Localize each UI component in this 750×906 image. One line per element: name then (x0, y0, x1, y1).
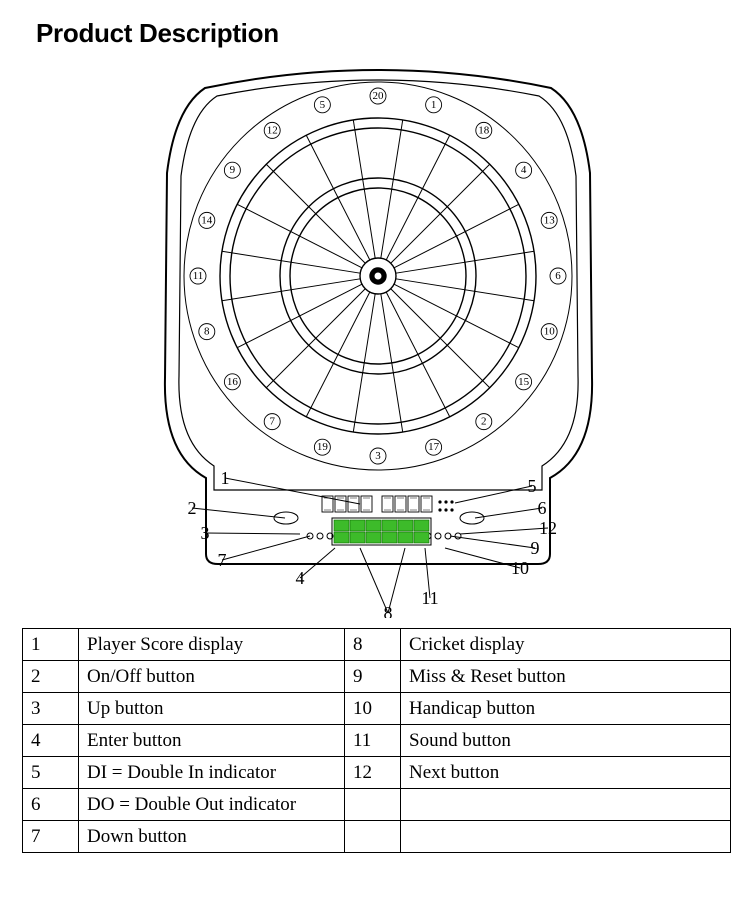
table-cell: 8 (345, 629, 401, 661)
svg-text:9: 9 (230, 164, 236, 176)
table-cell: 12 (345, 757, 401, 789)
table-cell: Player Score display (79, 629, 345, 661)
svg-text:7: 7 (269, 416, 275, 428)
table-cell: Up button (79, 693, 345, 725)
table-row: 1Player Score display8Cricket display (23, 629, 731, 661)
svg-text:12: 12 (539, 518, 557, 538)
table-row: 5DI = Double In indicator12Next button (23, 757, 731, 789)
svg-text:1: 1 (431, 99, 437, 111)
table-cell: 6 (23, 789, 79, 821)
table-cell (401, 789, 731, 821)
svg-text:6: 6 (555, 270, 561, 282)
table-row: 3Up button10Handicap button (23, 693, 731, 725)
svg-text:4: 4 (296, 568, 305, 588)
svg-text:2: 2 (481, 416, 487, 428)
svg-text:12: 12 (267, 124, 278, 136)
dartboard-diagram: 2011841361015217319716811149125123748115… (110, 58, 630, 618)
table-row: 6DO = Double Out indicator (23, 789, 731, 821)
svg-text:9: 9 (531, 538, 540, 558)
table-cell: Miss & Reset button (401, 661, 731, 693)
svg-text:8: 8 (204, 326, 210, 338)
svg-text:16: 16 (227, 376, 239, 388)
svg-text:17: 17 (428, 441, 440, 453)
svg-text:11: 11 (421, 588, 438, 608)
svg-text:19: 19 (317, 441, 329, 453)
table-cell: DO = Double Out indicator (79, 789, 345, 821)
svg-text:8: 8 (384, 603, 393, 618)
svg-text:2: 2 (188, 498, 197, 518)
table-cell: 7 (23, 821, 79, 853)
svg-text:3: 3 (201, 523, 210, 543)
table-cell: 11 (345, 725, 401, 757)
table-cell: Handicap button (401, 693, 731, 725)
svg-text:1: 1 (221, 468, 230, 488)
table-cell: 10 (345, 693, 401, 725)
table-cell: 5 (23, 757, 79, 789)
svg-text:20: 20 (373, 90, 385, 102)
table-cell: Enter button (79, 725, 345, 757)
table-cell (401, 821, 731, 853)
svg-text:5: 5 (320, 99, 326, 111)
table-cell: Next button (401, 757, 731, 789)
table-cell: DI = Double In indicator (79, 757, 345, 789)
svg-text:7: 7 (218, 550, 227, 570)
legend-table: 1Player Score display8Cricket display2On… (22, 628, 731, 853)
svg-text:5: 5 (528, 476, 537, 496)
svg-text:3: 3 (375, 450, 381, 462)
svg-text:14: 14 (201, 214, 213, 226)
table-cell (345, 821, 401, 853)
table-cell (345, 789, 401, 821)
page-title: Product Description (36, 18, 279, 49)
table-cell: Down button (79, 821, 345, 853)
table-row: 2On/Off button9Miss & Reset button (23, 661, 731, 693)
svg-text:13: 13 (544, 214, 556, 226)
table-row: 7Down button (23, 821, 731, 853)
svg-text:4: 4 (521, 164, 527, 176)
table-cell: On/Off button (79, 661, 345, 693)
table-cell: 2 (23, 661, 79, 693)
table-cell: 4 (23, 725, 79, 757)
svg-text:15: 15 (518, 376, 530, 388)
svg-text:10: 10 (544, 326, 556, 338)
table-cell: Sound button (401, 725, 731, 757)
table-row: 4Enter button11Sound button (23, 725, 731, 757)
table-cell: Cricket display (401, 629, 731, 661)
table-cell: 9 (345, 661, 401, 693)
svg-text:6: 6 (538, 498, 547, 518)
svg-text:11: 11 (193, 270, 204, 282)
table-cell: 1 (23, 629, 79, 661)
svg-text:10: 10 (511, 558, 529, 578)
svg-text:18: 18 (478, 124, 490, 136)
table-cell: 3 (23, 693, 79, 725)
